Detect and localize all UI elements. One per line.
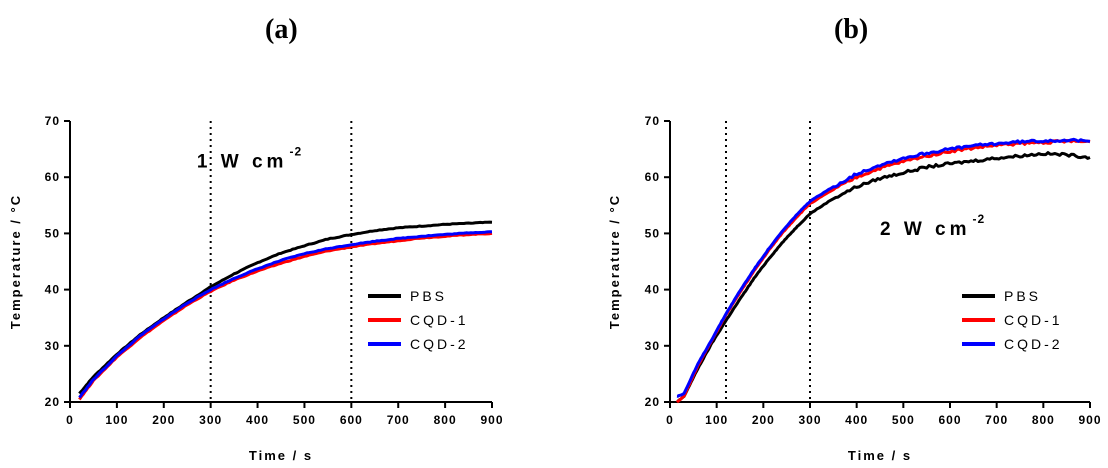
chart2-x-tick-label: 200: [752, 413, 775, 427]
chart1-series-pbs-line: [78, 220, 493, 395]
chart1-x-tick-label: 700: [387, 413, 410, 427]
chart1-series-cqd-1-line: [78, 231, 493, 401]
chart1-x-tick-label: 0: [66, 413, 74, 427]
chart1-y-tick-label: 60: [45, 170, 60, 184]
chart2-x-tick-label: 800: [1032, 413, 1055, 427]
chart1-y-tick-label: 50: [45, 226, 60, 240]
chart1-x-tick-label: 100: [105, 413, 128, 427]
chart1-x-tick-label: 800: [434, 413, 457, 427]
chart2-legend-label-cqd-1: CQD-1: [1004, 312, 1063, 328]
chart2-x-tick-label: 600: [938, 413, 961, 427]
chart1-series-cqd-2-line: [78, 230, 493, 399]
chart2-y-tick-label: 20: [645, 395, 660, 409]
chart1-legend-label-cqd-2: CQD-2: [410, 336, 469, 352]
chart2-y-tick-label: 40: [645, 283, 660, 297]
chart1-x-tick-label: 400: [246, 413, 269, 427]
chart2-y-tick-label: 50: [645, 226, 660, 240]
panel-label-a: (a): [265, 14, 298, 45]
chart1-x-axis-title: Time / s: [249, 448, 313, 463]
chart2-series-cqd-1-line: [675, 138, 1091, 404]
chart2-x-tick-label: 400: [845, 413, 868, 427]
chart2-x-tick-label: 700: [985, 413, 1008, 427]
chart1-y-tick-label: 70: [45, 114, 60, 128]
chart2-x-tick-label: 100: [705, 413, 728, 427]
chart1-x-tick-label: 600: [340, 413, 363, 427]
chart1-legend-label-pbs: PBS: [410, 288, 447, 304]
chart2-x-tick-label: 900: [1078, 413, 1101, 427]
chart2-x-tick-label: 300: [798, 413, 821, 427]
chart1-y-tick-label: 20: [45, 395, 60, 409]
chart1-y-tick-label: 40: [45, 283, 60, 297]
chart1-x-tick-label: 900: [480, 413, 503, 427]
chart1-annotation: 1 W cm: [197, 151, 288, 172]
chart1-y-tick-label: 30: [45, 339, 60, 353]
chart2-y-axis-title: Temperature / °C: [607, 194, 622, 329]
chart2-y-tick-label: 70: [645, 114, 660, 128]
chart2-series-cqd-2-line: [676, 137, 1091, 398]
chart2-annotation: 2 W cm: [880, 219, 971, 240]
chart2-x-axis-title: Time / s: [848, 448, 912, 463]
chart2-series-pbs-line: [676, 151, 1091, 404]
chart2-y-tick-label: 30: [645, 339, 660, 353]
chart2-legend-label-pbs: PBS: [1004, 288, 1041, 304]
chart1-x-tick-label: 300: [199, 413, 222, 427]
chart1-annotation-superscript: -2: [289, 144, 302, 158]
panel-label-b: (b): [834, 14, 869, 45]
chart2-y-tick-label: 60: [645, 170, 660, 184]
chart2-annotation-superscript: -2: [973, 212, 986, 226]
chart2-legend-label-cqd-2: CQD-2: [1004, 336, 1063, 352]
chart2-x-tick-label: 500: [892, 413, 915, 427]
chart1-legend-label-cqd-1: CQD-1: [410, 312, 469, 328]
chart2-x-tick-label: 0: [666, 413, 674, 427]
chart1-y-axis-title: Temperature / °C: [8, 194, 23, 329]
chart1-x-tick-label: 200: [152, 413, 175, 427]
chart1-x-tick-label: 500: [293, 413, 316, 427]
